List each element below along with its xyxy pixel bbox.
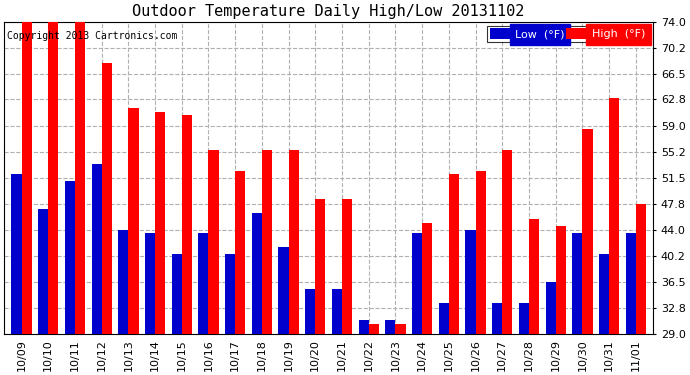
Bar xyxy=(101,63,112,375)
Bar xyxy=(599,254,609,375)
Bar xyxy=(92,164,101,375)
Bar xyxy=(315,199,326,375)
Bar xyxy=(492,303,502,375)
Bar xyxy=(65,182,75,375)
Bar xyxy=(145,233,155,375)
Legend: Low  (°F), High  (°F): Low (°F), High (°F) xyxy=(487,26,648,42)
Bar xyxy=(368,324,379,375)
Bar xyxy=(288,150,299,375)
Bar xyxy=(11,174,21,375)
Bar xyxy=(519,303,529,375)
Bar xyxy=(279,247,288,375)
Bar xyxy=(546,282,555,375)
Bar xyxy=(48,22,59,375)
Bar xyxy=(529,219,539,375)
Text: Copyright 2013 Cartronics.com: Copyright 2013 Cartronics.com xyxy=(8,31,178,41)
Bar xyxy=(38,209,48,375)
Bar xyxy=(572,233,582,375)
Bar xyxy=(385,320,395,375)
Bar xyxy=(252,213,262,375)
Bar xyxy=(305,289,315,375)
Bar xyxy=(128,108,139,375)
Bar xyxy=(172,254,181,375)
Bar xyxy=(412,233,422,375)
Bar xyxy=(395,324,406,375)
Bar xyxy=(342,199,352,375)
Bar xyxy=(118,230,128,375)
Bar xyxy=(359,320,368,375)
Bar xyxy=(21,22,32,375)
Bar xyxy=(422,223,433,375)
Bar xyxy=(332,289,342,375)
Bar xyxy=(439,303,449,375)
Bar xyxy=(466,230,475,375)
Bar xyxy=(626,233,635,375)
Bar xyxy=(75,22,85,375)
Bar xyxy=(198,233,208,375)
Bar xyxy=(475,171,486,375)
Bar xyxy=(235,171,246,375)
Bar xyxy=(582,129,593,375)
Bar xyxy=(155,112,165,375)
Bar xyxy=(609,98,619,375)
Bar xyxy=(449,174,459,375)
Title: Outdoor Temperature Daily High/Low 20131102: Outdoor Temperature Daily High/Low 20131… xyxy=(132,4,525,19)
Bar xyxy=(262,150,272,375)
Bar xyxy=(502,150,513,375)
Bar xyxy=(635,204,646,375)
Bar xyxy=(555,226,566,375)
Bar xyxy=(208,150,219,375)
Bar xyxy=(181,116,192,375)
Bar xyxy=(225,254,235,375)
